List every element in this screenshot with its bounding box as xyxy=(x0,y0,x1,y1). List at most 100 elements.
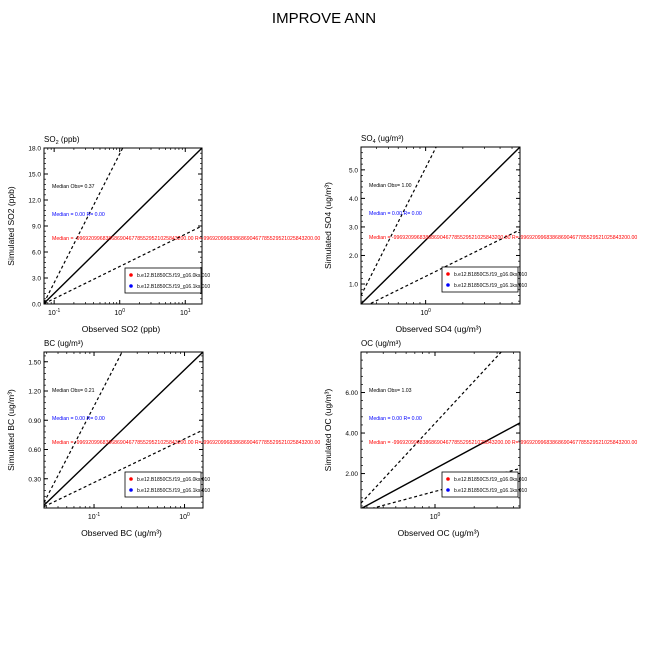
y-axis-label: Simulated SO2 (ppb) xyxy=(6,186,16,266)
y-tick-label: 9.0 xyxy=(32,224,41,231)
x-tick-exponent: 1 xyxy=(188,308,191,314)
one-to-one-line xyxy=(44,148,202,304)
median-obs-text: Median Obs= 0.21 xyxy=(52,388,95,394)
y-tick-label: 1.20 xyxy=(28,389,41,396)
y-tick-label: 5.0 xyxy=(349,167,358,174)
legend-box xyxy=(124,471,202,498)
x-axis-label: Observed BC (ug/m³) xyxy=(81,528,162,538)
one-to-two-line xyxy=(368,229,520,304)
two-to-one-line xyxy=(361,352,503,504)
legend: b.e12.B1850C5.f19_g16.0ks.010 b.e12.B1850… xyxy=(441,471,527,498)
y-tick-label: 2.0 xyxy=(349,253,358,260)
series2-stats-text: Median = 0.00 R= 0.00 xyxy=(369,416,422,422)
y-tick-label: 6.00 xyxy=(345,390,358,397)
two-to-one-line xyxy=(44,148,124,304)
y-tick-label: 4.0 xyxy=(349,196,358,203)
y-axis-label: Simulated BC (ug/m³) xyxy=(6,389,16,471)
series1-stats-text: Median = -996920996838686904677855295210… xyxy=(52,236,320,242)
panel-title-units: (ug/m³) xyxy=(376,134,404,143)
one-to-two-line xyxy=(44,429,203,508)
one-to-one-line xyxy=(44,352,203,506)
chart-panel: 2.00 4.00 6.00 100 OC (ug/m³) Observed OC (ug… xyxy=(323,339,637,538)
y-tick-label: 12.0 xyxy=(28,198,41,205)
series1-stats-text: Median = -996920996838686904677855295210… xyxy=(52,440,320,446)
panel-title-sub: 4 xyxy=(373,139,376,145)
y-tick-label: 15.0 xyxy=(28,172,41,179)
x-tick-base: 10 xyxy=(420,310,428,317)
y-tick-label: 3.0 xyxy=(349,224,358,231)
x-tick-exponent: 0 xyxy=(428,308,431,314)
x-tick-base: 10 xyxy=(430,514,438,521)
y-tick-label: 3.0 xyxy=(32,276,41,283)
reference-lines xyxy=(361,352,520,508)
legend-entry-label: b.e12.B1850C5.f19_g16.1ks.010 xyxy=(137,488,210,494)
y-tick-label: 2.00 xyxy=(345,471,358,478)
x-tick-label: 101 xyxy=(180,308,191,317)
series1-stats-text: Median = -996920996838686904677855295210… xyxy=(369,440,637,446)
legend-marker-red xyxy=(129,273,133,277)
reference-lines xyxy=(361,147,520,304)
x-axis-label: Observed OC (ug/m³) xyxy=(398,528,480,538)
x-tick-label: 100 xyxy=(114,308,125,317)
one-to-one-line xyxy=(361,422,520,508)
chart-panel: 1.0 2.0 3.0 4.0 5.0 100 SO4 (ug/m³) Observed SO… xyxy=(323,134,637,334)
legend-box xyxy=(124,267,202,294)
y-tick-label: 0.0 xyxy=(32,302,41,309)
panel-title-units: (ug/m³) xyxy=(373,339,401,348)
panel-title-units: (ppb) xyxy=(59,135,80,144)
panel-title-sub: 2 xyxy=(56,140,59,146)
legend-marker-blue xyxy=(129,284,133,288)
x-axis-label: Observed SO4 (ug/m³) xyxy=(396,324,482,334)
median-obs-text: Median Obs= 0.37 xyxy=(52,184,95,190)
series2-stats-text: Median = 0.00 R= 0.00 xyxy=(52,212,105,218)
x-tick-label: 100 xyxy=(420,308,431,317)
x-tick-label: 10-1 xyxy=(88,512,100,521)
legend-entry-label: b.e12.B1850C5.f19_g16.0ks.010 xyxy=(454,272,527,278)
legend: b.e12.B1850C5.f19_g16.0ks.010 b.e12.B1850… xyxy=(441,266,527,293)
x-tick-base: 10 xyxy=(114,310,122,317)
plot-frame xyxy=(360,351,521,509)
legend: b.e12.B1850C5.f19_g16.0ks.010 b.e12.B1850… xyxy=(124,471,210,498)
legend-marker-blue xyxy=(446,283,450,287)
legend-entry-label: b.e12.B1850C5.f19_g16.1ks.010 xyxy=(454,283,527,289)
x-tick-base: 10 xyxy=(180,310,188,317)
legend-box xyxy=(441,266,519,293)
x-axis-label: Observed SO2 (ppb) xyxy=(82,324,161,334)
y-tick-label: 0.30 xyxy=(28,476,41,483)
legend-entry-label: b.e12.B1850C5.f19_g16.0ks.010 xyxy=(454,477,527,483)
x-tick-base: 10 xyxy=(48,310,56,317)
median-obs-text: Median Obs= 1.03 xyxy=(369,388,412,394)
plot-frame xyxy=(360,146,521,305)
one-to-two-line xyxy=(44,225,202,304)
series2-stats-text: Median = 0.00 R= 0.00 xyxy=(52,416,105,422)
panel-title-main: SO xyxy=(44,135,56,144)
legend-entry-label: b.e12.B1850C5.f19_g16.1ks.010 xyxy=(454,488,527,494)
y-tick-label: 0.90 xyxy=(28,418,41,425)
median-obs-text: Median Obs= 1.00 xyxy=(369,183,412,189)
y-axis-label: Simulated SO4 (ug/m³) xyxy=(323,182,333,269)
legend-marker-blue xyxy=(129,488,133,492)
panel-title: SO2 (ppb) xyxy=(44,135,80,146)
legend-entry-label: b.e12.B1850C5.f19_g16.1ks.010 xyxy=(137,284,210,290)
legend-marker-red xyxy=(446,272,450,276)
x-tick-base: 10 xyxy=(88,514,96,521)
x-tick-exponent: 0 xyxy=(438,512,441,518)
y-tick-label: 6.0 xyxy=(32,250,41,257)
two-to-one-line xyxy=(44,352,123,503)
panel-title: SO4 (ug/m³) xyxy=(361,134,404,145)
series1-stats-text: Median = -996920996838686904677855295210… xyxy=(369,235,637,241)
x-tick-base: 10 xyxy=(179,514,187,521)
x-tick-exponent: 0 xyxy=(187,512,190,518)
y-axis-label: Simulated OC (ug/m³) xyxy=(323,389,333,472)
reference-lines xyxy=(44,148,202,304)
plot-frame xyxy=(43,351,204,509)
y-tick-label: 1.0 xyxy=(349,282,358,289)
one-to-one-line xyxy=(361,147,520,304)
x-tick-exponent: -1 xyxy=(96,512,101,518)
reference-lines xyxy=(44,352,203,508)
x-tick-label: 100 xyxy=(179,512,190,521)
y-tick-label: 0.60 xyxy=(28,447,41,454)
